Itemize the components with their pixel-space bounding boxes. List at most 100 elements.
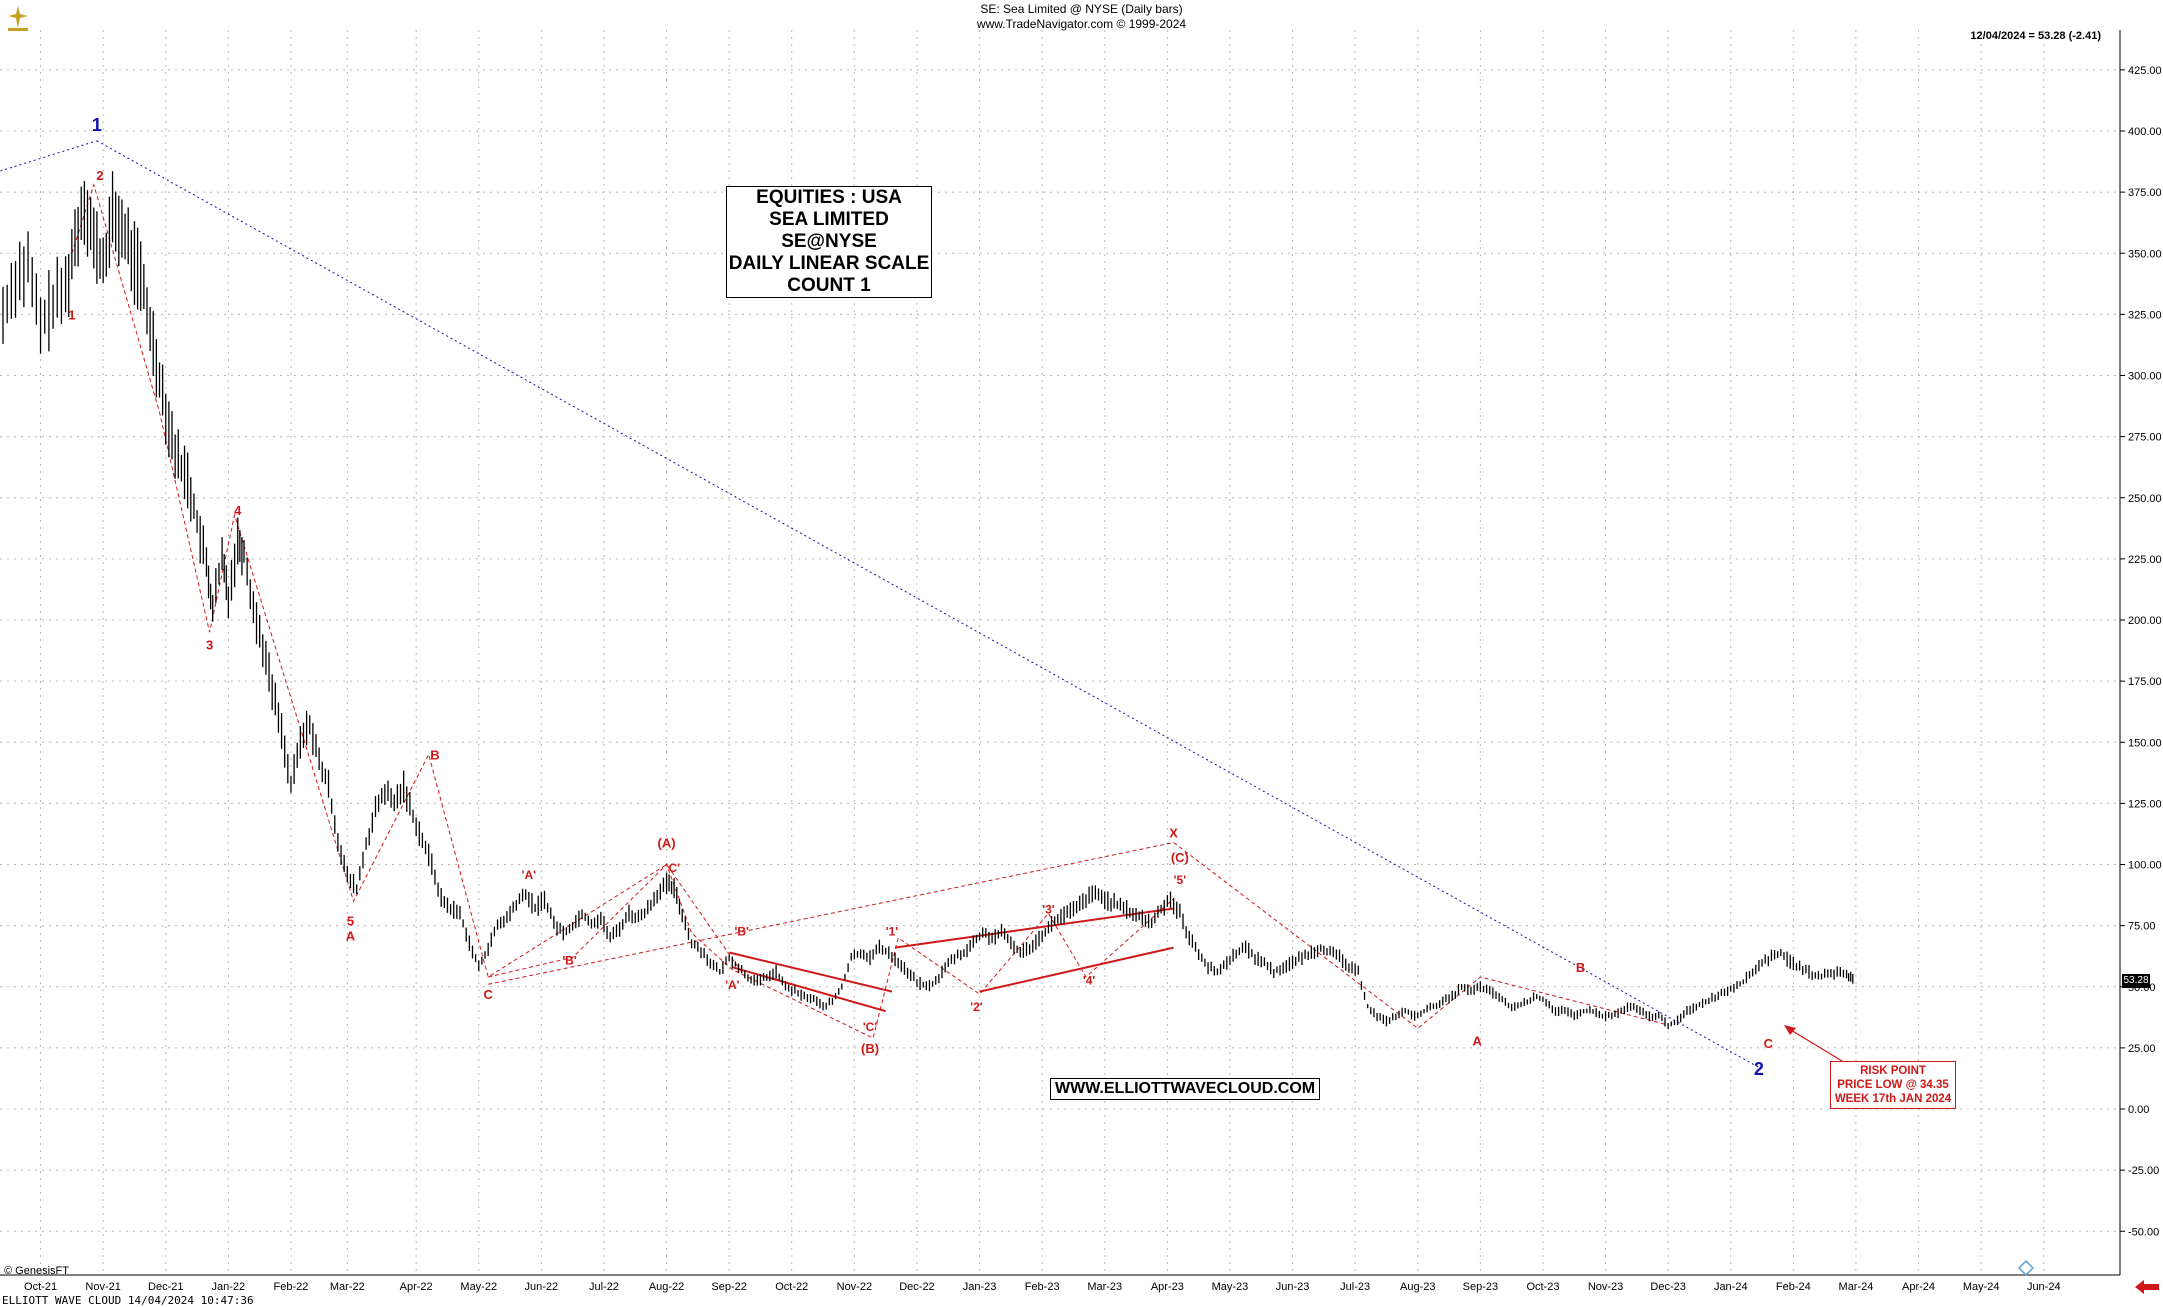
x-tick-label: Mar-24 [1839, 1281, 1874, 1293]
y-tick-label: -25.00 [2128, 1165, 2159, 1177]
wave-label: 'B' [562, 954, 577, 968]
info-box: EQUITIES : USA SEA LIMITED SE@NYSE DAILY… [726, 186, 932, 298]
x-tick-label: Sep-23 [1463, 1281, 1498, 1293]
x-tick-label: Jan-23 [963, 1281, 997, 1293]
info-line: SEA LIMITED [769, 209, 889, 230]
y-tick-label: 200.00 [2128, 615, 2162, 627]
risk-line: PRICE LOW @ 34.35 [1837, 1079, 1949, 1091]
wave-label: A [346, 928, 356, 943]
info-line: SE@NYSE [781, 231, 877, 252]
wave-label: X [1169, 826, 1178, 841]
wave-label: '1' [886, 924, 899, 938]
y-tick-label: 425.00 [2128, 65, 2162, 77]
risk-line: RISK POINT [1860, 1065, 1926, 1077]
y-tick-label: 25.00 [2128, 1043, 2156, 1055]
wave-label: A [1473, 1033, 1483, 1048]
trendline [71, 183, 743, 978]
wave-label: '4' [1083, 973, 1096, 987]
info-line: DAILY LINEAR SCALE [728, 253, 930, 274]
x-tick-label: Feb-23 [1025, 1281, 1060, 1293]
wave-label: 4 [234, 503, 242, 518]
copyright: © GenesisFT [4, 1265, 69, 1277]
trendline [979, 946, 1174, 993]
x-tick-label: Oct-23 [1526, 1281, 1559, 1293]
y-tick-label: 75.00 [2128, 921, 2156, 933]
diamond-icon [2018, 1260, 2034, 1276]
wave-label: 5 [347, 914, 354, 929]
wave-label: (C) [1171, 850, 1189, 865]
x-tick-label: Feb-22 [274, 1281, 309, 1293]
plot-area [0, 30, 2120, 1275]
wave-label: 1 [68, 307, 75, 322]
x-tick-label: Jun-24 [2027, 1281, 2061, 1293]
trendline [1173, 842, 1669, 1029]
y-tick-label: 375.00 [2128, 187, 2162, 199]
footer-text: ELLIOTT WAVE CLOUD 14/04/2024 10:47:36 [2, 1294, 254, 1307]
wave-label: '2' [970, 1000, 983, 1014]
trendline [728, 951, 893, 993]
logo-icon [8, 6, 28, 31]
x-tick-label: Aug-22 [649, 1281, 684, 1293]
wave-label: '3' [1042, 902, 1055, 916]
y-tick-label: 350.00 [2128, 248, 2162, 260]
x-tick-label: Oct-21 [24, 1281, 57, 1293]
trendline [0, 140, 98, 172]
wave-label: (A) [658, 835, 676, 850]
wave-label: 2 [1754, 1059, 1764, 1079]
trendline [732, 966, 886, 1013]
last-price-marker: 53.28 [2122, 974, 2150, 988]
wave-label: '5' [1174, 873, 1187, 887]
y-tick-label: 275.00 [2128, 432, 2162, 444]
x-tick-label: Feb-24 [1776, 1281, 1811, 1293]
y-tick-label: 250.00 [2128, 493, 2162, 505]
risk-line: WEEK 17th JAN 2024 [1834, 1093, 1952, 1105]
last-quote: 12/04/2024 = 53.28 (-2.41) [1970, 30, 2101, 42]
wave-label: 2 [96, 168, 103, 183]
x-tick-label: May-23 [1212, 1281, 1249, 1293]
info-line: COUNT 1 [787, 275, 871, 296]
wave-label: 'C' [863, 1020, 878, 1034]
wave-label: 'B' [734, 924, 749, 938]
y-tick-label: 0.00 [2128, 1104, 2149, 1116]
chart-subtitle: www.TradeNavigator.com © 1999-2024 [976, 17, 1187, 31]
x-tick-label: Mar-23 [1087, 1281, 1122, 1293]
x-tick-label: May-24 [1963, 1281, 2000, 1293]
y-tick-label: 175.00 [2128, 676, 2162, 688]
x-tick-label: Jul-22 [589, 1281, 619, 1293]
x-tick-label: Dec-22 [899, 1281, 934, 1293]
trendline [488, 863, 1174, 1039]
risk-point-box: RISK POINT PRICE LOW @ 34.35 WEEK 17th J… [1830, 1061, 1956, 1109]
wave-label: 1 [92, 115, 102, 135]
x-tick-label: Jun-23 [1276, 1281, 1310, 1293]
y-tick-label: 100.00 [2128, 860, 2162, 872]
x-tick-label: Dec-23 [1650, 1281, 1685, 1293]
wave-label: 'A' [725, 978, 740, 992]
x-tick-label: Aug-23 [1400, 1281, 1435, 1293]
trendline [96, 140, 1760, 1068]
x-tick-label: Apr-23 [1151, 1281, 1184, 1293]
wave-label: B [1576, 960, 1585, 975]
x-tick-label: Dec-21 [148, 1281, 183, 1293]
x-tick-label: Nov-22 [837, 1281, 872, 1293]
y-tick-label: 150.00 [2128, 737, 2162, 749]
risk-arrow-line [1785, 1026, 1843, 1062]
wave-label: 3 [206, 637, 213, 652]
y-tick-label: -50.00 [2128, 1226, 2159, 1238]
risk-arrow-head [1784, 1025, 1796, 1035]
x-tick-label: Nov-21 [85, 1281, 120, 1293]
y-tick-label: 400.00 [2128, 126, 2162, 138]
wave-label: C [1764, 1036, 1774, 1051]
wave-label: 'A' [522, 868, 537, 882]
y-tick-label: 225.00 [2128, 554, 2162, 566]
info-line: EQUITIES : USA [756, 187, 902, 208]
wave-label: (B) [861, 1041, 879, 1056]
x-tick-label: Nov-23 [1588, 1281, 1623, 1293]
x-tick-label: Sep-22 [711, 1281, 746, 1293]
scroll-right-arrow-icon[interactable] [2135, 1280, 2159, 1294]
chart-title: SE: Sea Limited @ NYSE (Daily bars) [980, 2, 1183, 16]
x-tick-label: May-22 [460, 1281, 497, 1293]
wave-label: B [430, 747, 439, 762]
x-tick-label: Jan-24 [1714, 1281, 1748, 1293]
x-tick-label: Mar-22 [330, 1281, 365, 1293]
